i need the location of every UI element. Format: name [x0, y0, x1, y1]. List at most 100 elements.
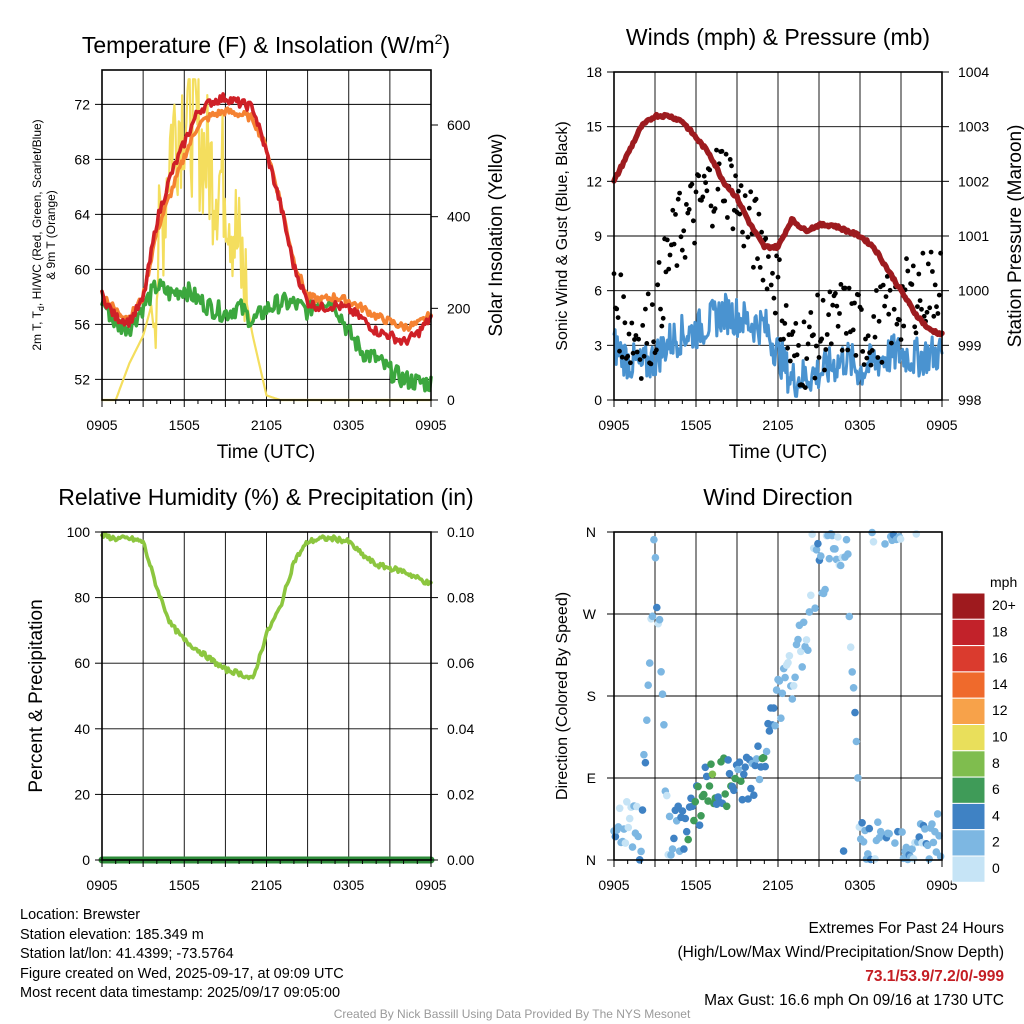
gust-point [633, 333, 639, 338]
direction-point [648, 612, 657, 621]
gust-point [766, 254, 771, 259]
gust-point [812, 375, 818, 381]
gust-point [813, 343, 819, 349]
right-tick-label: 1004 [958, 64, 989, 80]
direction-point [831, 545, 839, 553]
gust-point [887, 287, 893, 293]
direction-point [645, 659, 654, 667]
station-latlon: Station lat/lon: 41.4399; -73.5764 [20, 946, 234, 962]
direction-point [738, 795, 747, 804]
gust-point [751, 264, 756, 270]
gust-point [837, 311, 842, 316]
x-tick-label: 0905 [598, 417, 629, 433]
left-tick-label: 52 [74, 371, 90, 387]
direction-point [634, 832, 642, 841]
gust-point [729, 163, 734, 169]
x-tick-label: 0905 [415, 417, 446, 433]
x-tick-label: 0305 [333, 877, 364, 893]
left-tick-label: 3 [594, 337, 602, 353]
direction-point [747, 784, 755, 793]
right-tick-label: 0.00 [447, 852, 474, 868]
direction-point [680, 845, 688, 853]
gust-point [919, 306, 924, 312]
gust-point [830, 302, 836, 308]
humidity-right-ticks: 0.00 0.02 0.04 0.06 0.08 0.10 [431, 524, 474, 868]
gust-point [760, 277, 766, 283]
direction-point [915, 833, 923, 841]
direction-point [936, 852, 945, 861]
direction-point [665, 812, 674, 821]
direction-point [701, 763, 710, 772]
gust-point [707, 167, 713, 173]
direction-point [784, 659, 792, 667]
direction-point [655, 615, 664, 624]
right-tick-label: 999 [958, 337, 982, 353]
gust-point [725, 215, 730, 220]
direction-point [697, 812, 705, 820]
direction-point [811, 604, 819, 612]
x-tick-label: 0905 [598, 877, 629, 893]
direction-point [804, 646, 812, 654]
legend-label: 0 [992, 860, 1000, 876]
gust-point [722, 198, 728, 204]
gust-point [619, 354, 625, 360]
direction-point [741, 763, 749, 771]
gust-point [755, 256, 760, 262]
direction-point [611, 832, 620, 841]
legend-title: mph [990, 574, 1017, 590]
gust-point [869, 348, 875, 353]
direction-point [702, 772, 711, 781]
direction-point [637, 847, 645, 856]
gust-point [823, 347, 829, 352]
direction-point [754, 742, 762, 750]
gust-point [811, 332, 816, 338]
gust-point [880, 282, 886, 288]
gust-point [816, 355, 822, 360]
gust-point [649, 302, 655, 307]
gust-point [677, 190, 682, 196]
recent-timestamp: Most recent data timestamp: 2025/09/17 0… [20, 985, 341, 1001]
gust-point [714, 147, 719, 153]
direction-point [848, 668, 856, 676]
direction-point [734, 765, 742, 774]
gust-point [904, 256, 909, 262]
right-tick-label: 400 [447, 209, 471, 225]
direction-axis-label: Direction (Colored By Speed) [554, 592, 571, 800]
direction-point [839, 847, 848, 855]
temp-2m-line [100, 92, 433, 346]
gust-point [935, 311, 941, 316]
max-gust: Max Gust: 16.6 mph On 09/16 at 1730 UTC [704, 992, 1004, 1009]
gust-point [764, 286, 770, 292]
direction-point [663, 791, 671, 800]
right-tick-label: 0 [447, 392, 455, 408]
gust-point [730, 226, 736, 232]
direction-point [933, 810, 942, 818]
temperature-left-label-line2: & 9m T (Orange) [44, 190, 58, 280]
direction-point [730, 786, 738, 795]
direction-tick-label: S [587, 688, 596, 704]
humidity-panel: Relative Humidity (%) & Precipitation (i… [26, 484, 474, 893]
direction-point [624, 823, 633, 832]
gust-point [872, 334, 878, 340]
direction-point [821, 585, 829, 594]
direction-point [771, 721, 779, 730]
extremes-box: Extremes For Past 24 Hours (High/Low/Max… [678, 917, 1005, 1013]
x-tick-label: 0905 [926, 417, 957, 433]
humidity-grid [102, 532, 431, 860]
gust-point [684, 202, 689, 207]
gust-point [910, 263, 916, 269]
temperature-x-ticks: 0905 1505 2105 0305 0905 [86, 400, 447, 433]
gust-point [628, 360, 633, 366]
legend-label: 2 [992, 834, 1000, 850]
gust-point [913, 330, 919, 336]
x-tick-label: 1505 [680, 417, 711, 433]
direction-point [865, 824, 874, 833]
extremes-title: Extremes For Past 24 Hours [808, 920, 1004, 937]
dewpoint-line [100, 278, 433, 393]
direction-point [896, 535, 905, 543]
direction-point [740, 770, 748, 779]
direction-title: Wind Direction [703, 484, 853, 510]
direction-point [814, 539, 822, 548]
winds-x-label: Time (UTC) [729, 442, 828, 463]
right-tick-label: 0.04 [447, 721, 474, 737]
